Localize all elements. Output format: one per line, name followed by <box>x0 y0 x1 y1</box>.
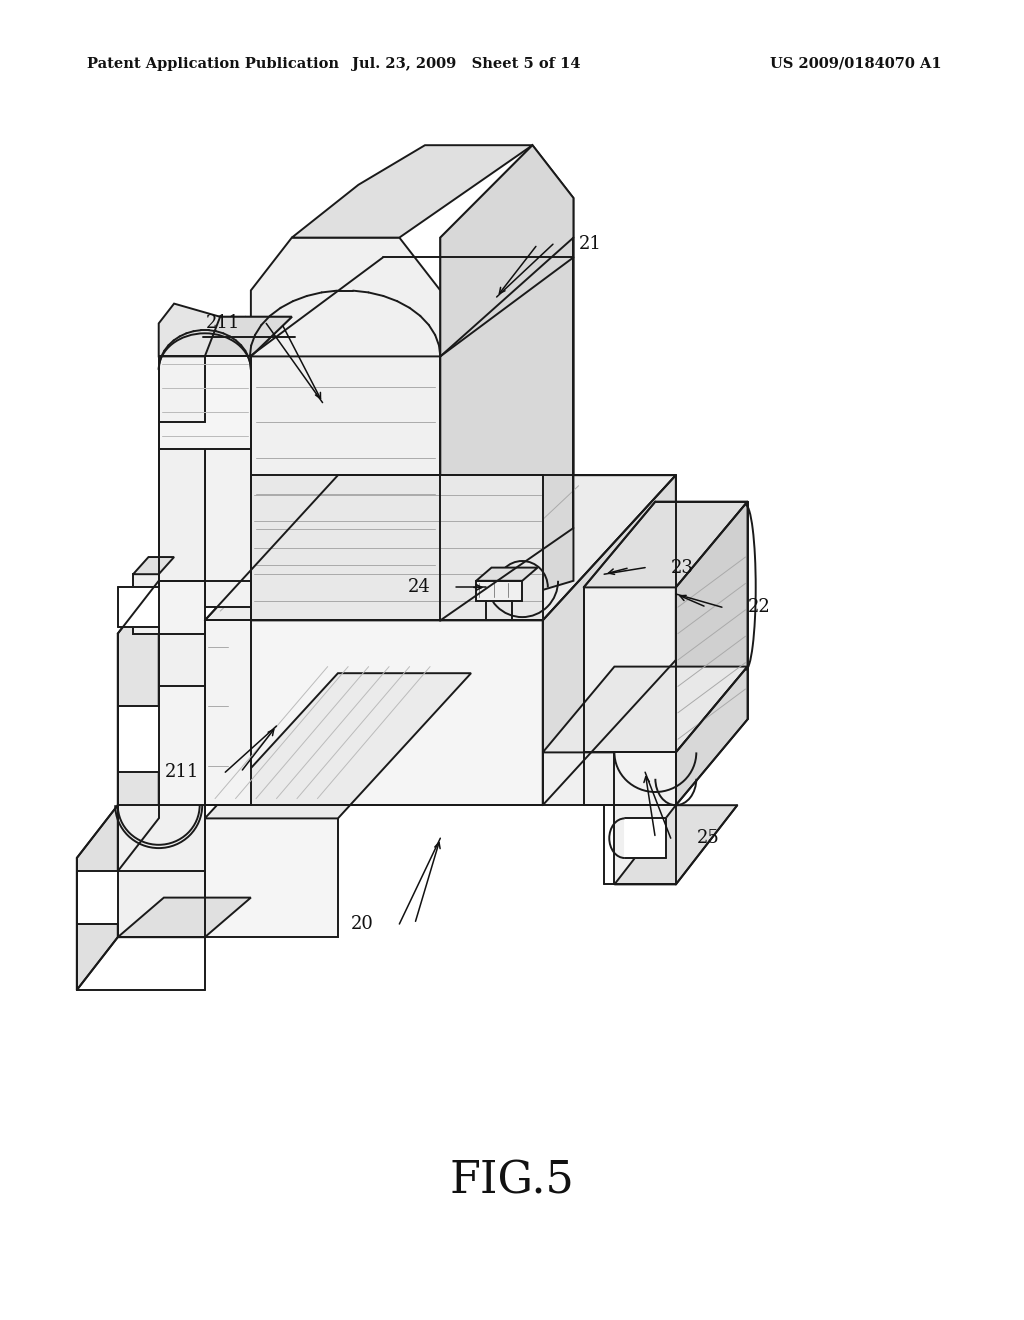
Text: Jul. 23, 2009   Sheet 5 of 14: Jul. 23, 2009 Sheet 5 of 14 <box>351 57 581 71</box>
Polygon shape <box>118 587 159 627</box>
Polygon shape <box>625 818 666 858</box>
Polygon shape <box>614 752 676 805</box>
Text: US 2009/0184070 A1: US 2009/0184070 A1 <box>770 57 942 71</box>
Polygon shape <box>123 158 799 950</box>
Text: 25: 25 <box>696 829 719 847</box>
Text: 24: 24 <box>408 578 430 597</box>
Polygon shape <box>543 667 748 752</box>
Polygon shape <box>251 475 543 620</box>
Polygon shape <box>159 317 246 356</box>
Polygon shape <box>251 356 440 620</box>
Text: 211: 211 <box>206 314 241 333</box>
Polygon shape <box>159 356 205 581</box>
Text: 23: 23 <box>671 558 693 577</box>
Polygon shape <box>676 667 748 805</box>
Polygon shape <box>205 818 338 937</box>
Polygon shape <box>543 475 676 805</box>
Polygon shape <box>205 356 251 607</box>
Polygon shape <box>118 805 205 937</box>
Polygon shape <box>205 317 292 356</box>
Polygon shape <box>77 805 118 990</box>
Text: FIG.5: FIG.5 <box>450 1160 574 1203</box>
Text: Patent Application Publication: Patent Application Publication <box>87 57 339 71</box>
Text: 20: 20 <box>351 915 374 933</box>
Polygon shape <box>133 557 174 574</box>
Polygon shape <box>205 475 676 620</box>
Polygon shape <box>440 145 573 620</box>
Polygon shape <box>476 568 538 581</box>
Polygon shape <box>584 587 676 752</box>
Polygon shape <box>159 581 205 818</box>
Text: 211: 211 <box>165 763 200 781</box>
Polygon shape <box>159 356 251 449</box>
Polygon shape <box>77 871 118 924</box>
Polygon shape <box>159 317 292 356</box>
Polygon shape <box>440 145 573 620</box>
Polygon shape <box>159 634 205 686</box>
Polygon shape <box>205 620 251 805</box>
Polygon shape <box>118 581 159 871</box>
Polygon shape <box>159 304 220 356</box>
Polygon shape <box>133 574 159 634</box>
Polygon shape <box>614 805 737 884</box>
Polygon shape <box>251 238 440 356</box>
Polygon shape <box>584 502 748 587</box>
Polygon shape <box>118 818 205 871</box>
Polygon shape <box>205 620 543 805</box>
Polygon shape <box>205 673 471 818</box>
Polygon shape <box>476 581 522 601</box>
Polygon shape <box>118 706 159 772</box>
Polygon shape <box>118 898 251 937</box>
Polygon shape <box>543 752 676 805</box>
Text: 21: 21 <box>579 235 601 253</box>
Text: 22: 22 <box>748 598 770 616</box>
Polygon shape <box>614 805 676 884</box>
Polygon shape <box>676 502 748 752</box>
Polygon shape <box>159 356 205 422</box>
Polygon shape <box>292 145 532 238</box>
